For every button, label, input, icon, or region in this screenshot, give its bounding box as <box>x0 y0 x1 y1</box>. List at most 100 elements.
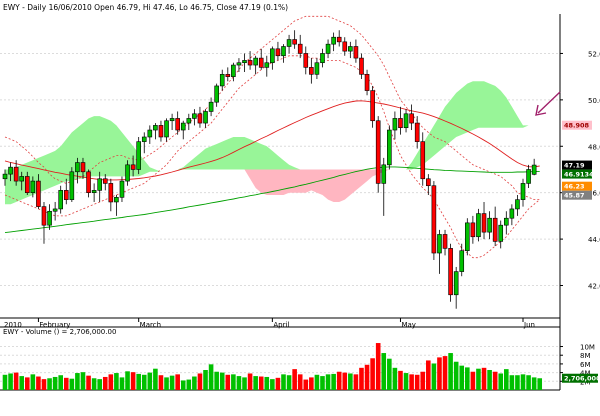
candle <box>520 178 526 207</box>
candle <box>303 46 309 75</box>
candle <box>219 69 225 91</box>
volume-tick-label: 10M <box>580 344 595 352</box>
volume-bar <box>130 372 136 390</box>
candle-body <box>392 118 398 131</box>
candle-body <box>531 164 537 175</box>
candle <box>158 120 164 142</box>
date-axis: 2010 February March April May Jun <box>0 317 560 329</box>
volume-bar <box>214 371 219 390</box>
candle <box>526 164 531 189</box>
volume-bar <box>431 363 437 390</box>
candle-body <box>158 125 164 138</box>
candle <box>136 136 141 175</box>
volume-bar <box>147 372 153 390</box>
candle <box>325 39 331 59</box>
candle-body <box>437 234 442 254</box>
candle-body <box>331 36 336 45</box>
candle <box>19 171 25 191</box>
volume-bar <box>481 367 487 390</box>
volume-bar <box>208 364 214 390</box>
candle <box>169 113 175 131</box>
candle <box>409 104 414 131</box>
candle <box>503 211 509 235</box>
candle <box>75 157 80 184</box>
volume-bar <box>153 368 158 390</box>
candle-body <box>364 74 370 91</box>
volume-bar <box>303 379 309 390</box>
candle <box>208 97 214 117</box>
candle-body <box>108 183 114 203</box>
volume-bar <box>102 376 108 390</box>
candle-body <box>498 224 504 242</box>
candle-body <box>180 122 186 131</box>
volume-bar <box>526 375 531 390</box>
candle <box>359 53 364 79</box>
volume-bar <box>470 371 476 390</box>
candle <box>297 34 303 59</box>
candle <box>364 69 370 96</box>
candle-body <box>75 162 80 173</box>
volume-bar <box>186 379 192 390</box>
candle-body <box>314 62 320 75</box>
candle <box>8 162 13 182</box>
candle <box>180 120 186 140</box>
candle <box>102 174 108 191</box>
candle <box>52 201 58 221</box>
volume-bar <box>30 374 36 390</box>
candle-body <box>80 162 86 173</box>
date-tick-label: March <box>140 321 161 329</box>
volume-bar <box>141 374 147 390</box>
volume-bar <box>325 374 331 390</box>
candle <box>314 58 320 79</box>
candle-body <box>231 64 236 77</box>
candle-body <box>253 57 258 66</box>
candle <box>392 111 398 140</box>
volume-bar <box>476 368 481 390</box>
candle <box>275 41 281 61</box>
candle <box>258 48 264 70</box>
candle <box>108 178 114 212</box>
candle <box>175 111 180 135</box>
candle-body <box>264 62 270 68</box>
candle <box>453 266 459 309</box>
candle <box>309 58 314 84</box>
volume-bar <box>231 374 236 390</box>
candle-body <box>164 120 169 138</box>
volume-panel: 10M8M6M4M2M2,706,000 <box>0 326 600 391</box>
candle <box>292 30 297 49</box>
volume-badge-label: 2,706,000 <box>564 375 600 383</box>
volume-bar <box>448 353 453 390</box>
price-badge: 48.908 <box>562 120 592 130</box>
candle <box>342 37 348 56</box>
volume-bar <box>24 377 30 390</box>
candle <box>264 55 270 77</box>
candle-body <box>19 176 25 182</box>
volume-bar <box>242 377 247 390</box>
candle-body <box>208 101 214 112</box>
volume-bar <box>515 375 520 390</box>
candle-body <box>102 178 108 184</box>
candle-body <box>381 164 387 184</box>
candle <box>130 155 136 177</box>
candle <box>197 106 203 128</box>
candle-body <box>91 190 97 193</box>
volume-bar <box>381 353 387 390</box>
volume-bar <box>19 376 25 390</box>
candle-body <box>97 178 102 191</box>
volume-bar <box>52 376 58 390</box>
candle-body <box>481 213 487 233</box>
price-tick-label: 44.0 <box>588 236 600 244</box>
candle <box>164 118 169 142</box>
volume-bar <box>47 378 52 390</box>
candle-body <box>459 250 465 272</box>
volume-bar <box>58 375 63 390</box>
candle-body <box>86 171 91 193</box>
volume-bar <box>41 379 47 390</box>
volume-bar <box>531 377 537 390</box>
candlesticks <box>2 30 537 309</box>
volume-bar <box>253 376 258 390</box>
volume-bar <box>63 377 69 390</box>
candle-body <box>24 176 30 193</box>
